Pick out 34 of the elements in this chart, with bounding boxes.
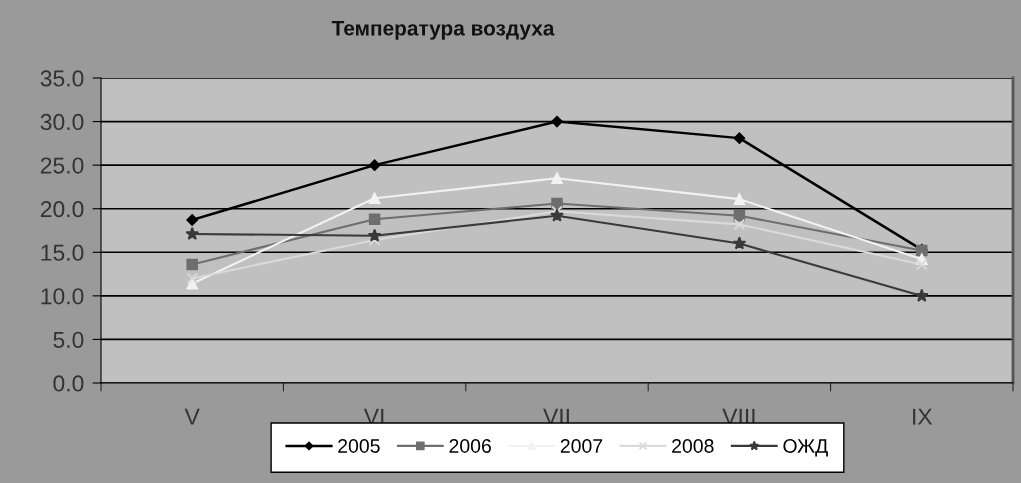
y-tick-label: 10.0 bbox=[41, 288, 84, 305]
point bbox=[732, 236, 747, 250]
legend-label: 2006 bbox=[449, 439, 491, 453]
chart-title: Температура воздуха bbox=[331, 21, 555, 40]
point bbox=[551, 172, 563, 184]
y-tick-label: 30.0 bbox=[40, 113, 84, 131]
x-tick-label: V bbox=[184, 408, 200, 425]
point bbox=[916, 258, 928, 271]
legend-label: 2005 bbox=[338, 439, 380, 453]
point bbox=[914, 288, 929, 302]
x-tick-label: IX bbox=[913, 408, 933, 425]
point bbox=[368, 213, 381, 225]
point bbox=[733, 132, 746, 144]
y-tick-label: 35.0 bbox=[40, 70, 84, 87]
point bbox=[733, 193, 746, 205]
y-tick-label: 5.0 bbox=[53, 331, 84, 348]
point bbox=[551, 197, 563, 210]
point bbox=[367, 228, 382, 242]
y-tick-label: 15.0 bbox=[41, 244, 84, 261]
point bbox=[186, 214, 199, 226]
legend-label: 2008 bbox=[672, 439, 714, 453]
point bbox=[368, 192, 381, 205]
point bbox=[186, 272, 198, 285]
point bbox=[550, 208, 564, 222]
y-tick-label: 20.0 bbox=[40, 201, 84, 218]
y-tick-label: 0.0 bbox=[53, 375, 84, 392]
legend-label: 2007 bbox=[560, 439, 603, 453]
point bbox=[186, 258, 198, 271]
point bbox=[368, 159, 381, 171]
point bbox=[185, 226, 200, 240]
legend-label: ОЖД bbox=[783, 439, 828, 457]
point bbox=[551, 115, 563, 128]
point bbox=[733, 218, 746, 231]
y-tick-label: 25.0 bbox=[40, 157, 84, 174]
